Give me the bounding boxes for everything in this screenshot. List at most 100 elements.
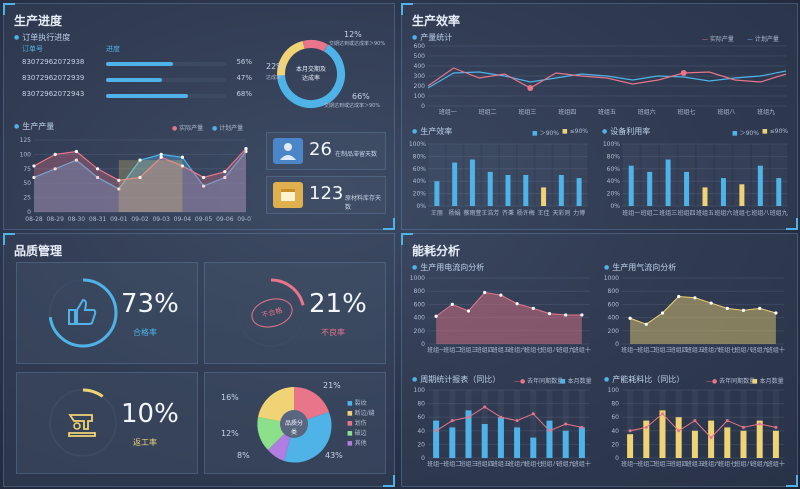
plan-line — [427, 70, 787, 89]
x-tick-label: 09-05 — [195, 216, 213, 223]
order-row[interactable]: 830729620729​38 56% — [22, 58, 252, 70]
utilization-subtitle: 设备利用率 — [602, 126, 650, 137]
actual-point — [138, 175, 142, 180]
x-tick-label: 班组三 — [518, 108, 536, 116]
x-tick-label: 杨许梅 — [517, 209, 535, 217]
trend-point — [515, 419, 519, 423]
quality-category-card[interactable]: 品质分类 21% 43% 8% 12% 16% ■ 裂纹 ■ 断边/缝 ■ 划伤 ■ … — [204, 372, 386, 474]
donut-slice-blue — [277, 40, 345, 108]
trend-point — [677, 429, 681, 433]
bar — [643, 420, 650, 458]
series-area — [436, 292, 582, 344]
x-tick-label: 08-28 — [25, 216, 43, 223]
y-tick-label: 100 — [608, 387, 620, 394]
x-tick-label: 班组九 — [751, 460, 769, 468]
x-tick-label: 班组六 — [508, 346, 526, 354]
y-tick-label: 25 — [23, 195, 31, 202]
y-tick-label: 80% — [607, 153, 621, 160]
trend-point — [725, 419, 729, 423]
material-bar-line-chart: 0 20 40 60 80 100 班组一班组二班组三班组四班组五班组六班组七班组八班组九班… — [608, 387, 785, 468]
data-point — [774, 311, 778, 315]
plan-point — [223, 175, 227, 180]
trend-point — [693, 419, 697, 423]
defect-rate-value: 21% — [309, 289, 367, 319]
actual-point — [117, 178, 121, 182]
plan-point — [180, 155, 184, 159]
y-tick-label: 0% — [416, 203, 426, 210]
x-tick-label: 班组五 — [492, 346, 510, 354]
bar-background — [449, 390, 456, 458]
delivery-donut-chart — [277, 40, 345, 108]
pie-legend-item[interactable]: ■ 其他 — [347, 440, 367, 447]
bar — [541, 187, 547, 206]
actual-point — [159, 155, 163, 159]
y-tick-label: 600 — [414, 301, 426, 308]
bar — [449, 427, 456, 458]
x-tick-label: 班组三 — [653, 346, 671, 354]
material-days-card[interactable]: 123 原材料库存天数 — [266, 176, 386, 214]
x-tick-label: 班组一 — [622, 209, 640, 217]
bar — [487, 171, 493, 206]
x-tick-label: 班组九 — [557, 346, 575, 354]
gas-subtitle: 生产用气流向分析 — [604, 262, 676, 273]
weekly-bar-line-chart: 0 20 40 60 80 100 班组一班组二班组三班组四班组五班组六班组七班组八班组九班… — [414, 387, 591, 468]
col-order-header: 订单号 — [22, 45, 43, 53]
defect-rate-ring — [236, 278, 306, 348]
y-tick-label: 20% — [413, 191, 427, 198]
x-tick-label: 09-07 — [237, 216, 252, 223]
panel-title: 品质管理 — [14, 244, 63, 258]
x-tick-label: 杨娟 — [449, 209, 461, 217]
pie-legend-item[interactable]: ■ 破边 — [347, 430, 367, 437]
y-tick-label: 20% — [607, 191, 621, 198]
bar-background — [627, 390, 634, 458]
pie-legend-item[interactable]: ■ 划伤 — [347, 420, 367, 427]
x-tick-label: 王浩芳 — [481, 209, 499, 217]
wip-days-card[interactable]: 26 在制品滞留天数 — [266, 132, 386, 170]
highlight-point — [527, 85, 534, 91]
x-tick-label: 力博 — [573, 209, 585, 217]
x-tick-label: 班组十 — [767, 460, 785, 468]
pass-rate-label: 合格率 — [133, 328, 157, 337]
bar — [514, 427, 521, 458]
bar — [724, 427, 731, 458]
order-row[interactable]: 83072962072943 68% — [22, 90, 252, 102]
highlight-point — [680, 70, 687, 76]
bar-background — [428, 144, 445, 206]
bar-background — [770, 144, 788, 206]
x-tick-label: 班组二 — [443, 460, 461, 468]
bar-background — [740, 390, 747, 458]
defect-rate-card[interactable]: 不合格 21% 不良率 — [204, 262, 386, 364]
pie-legend-item[interactable]: ■ 断边/缝 — [347, 410, 375, 417]
plan-area — [34, 151, 246, 212]
y-tick-label: 20 — [611, 441, 619, 448]
y-tick-label: 80 — [611, 401, 619, 408]
y-tick-label: 100% — [409, 141, 426, 148]
donut-top-note: 交期达到或达成率＞90% — [329, 41, 386, 47]
y-tick-label: 800 — [608, 288, 620, 295]
utilization-bar-chart: 0%20%40%60%80%100%班组一 班组二 班组三 班组四 班组五 班组六 班组七班… — [603, 141, 788, 217]
y-tick-label: 100 — [414, 387, 426, 394]
y-tick-label: 80% — [413, 153, 427, 160]
energy-panel: 能耗分析 生产用电流向分析 02004006008001000班组一班组二班组三… — [401, 233, 798, 487]
progress-track — [106, 94, 226, 98]
pie-legend-item[interactable]: ■ 裂纹 — [347, 400, 367, 407]
x-tick-label: 班组九 — [557, 460, 575, 468]
bar — [772, 430, 779, 458]
donut-right-note: 交期达到或达成率＞90% — [324, 103, 381, 109]
y-tick-label: 60 — [611, 414, 619, 421]
x-tick-label: 班组六 — [702, 460, 720, 468]
x-tick-label: 班组二 — [443, 346, 461, 354]
plan-point — [138, 158, 142, 162]
util-legend-low: ■ ≤90% — [762, 128, 788, 135]
pass-rate-card[interactable]: 73% 合格率 — [16, 262, 198, 364]
pie-label-edge: 43% — [325, 451, 343, 460]
y-tick-label: 200 — [414, 328, 426, 335]
rework-rate-card[interactable]: 10% 返工率 — [16, 372, 198, 474]
bar — [562, 430, 569, 458]
order-row[interactable]: 83072962072939 47% — [22, 74, 252, 86]
stats-legend-plan: — 计划产量 — [747, 36, 779, 43]
y-tick-label: 60% — [607, 166, 621, 173]
data-point — [515, 302, 519, 306]
actual-line — [427, 67, 787, 89]
stats-subtitle: 产量统计 — [412, 32, 452, 43]
